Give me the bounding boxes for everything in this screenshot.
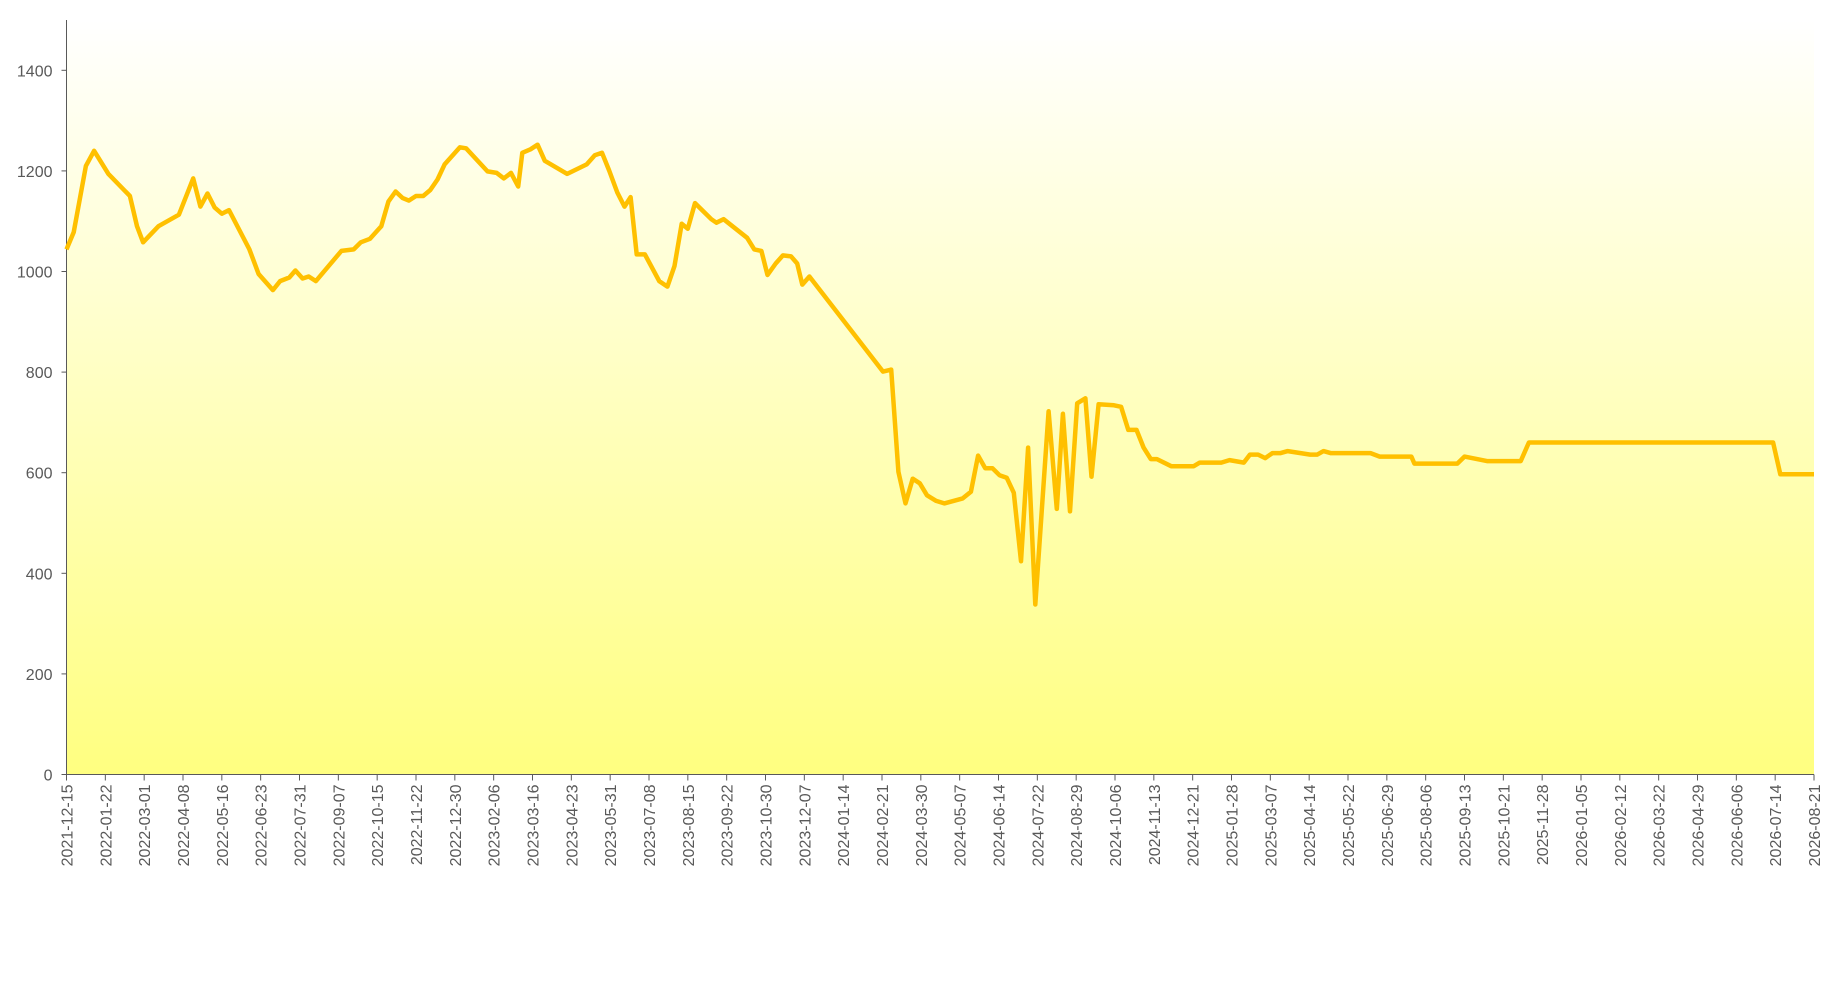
x-tick-label: 2023-03-16: [526, 784, 543, 866]
x-tick-label: 2025-09-13: [1458, 784, 1475, 866]
y-tick-label: 1000: [17, 265, 53, 282]
x-tick-label: 2025-06-29: [1380, 784, 1397, 866]
x-tick-label: 2024-11-13: [1147, 784, 1164, 865]
y-tick-label: 600: [26, 466, 53, 483]
x-tick-label: 2023-05-31: [603, 784, 620, 866]
x-tick-label: 2022-03-01: [137, 784, 154, 866]
x-tick-label: 2026-04-29: [1691, 784, 1708, 866]
x-tick-label: 2024-03-30: [914, 784, 931, 866]
x-tick-label: 2025-03-07: [1263, 784, 1280, 866]
x-tick-label: 2022-05-16: [215, 784, 232, 866]
plot-area: [66, 20, 1814, 775]
x-tick-label: 2024-05-07: [953, 784, 970, 866]
x-tick-label: 2024-06-14: [992, 784, 1009, 866]
x-tick-label: 2025-04-14: [1302, 784, 1319, 866]
x-tick-label: 2026-03-22: [1652, 784, 1669, 866]
y-tick-label: 800: [26, 365, 53, 382]
x-tick-label: 2025-05-22: [1341, 784, 1358, 866]
x-tick-label: 2024-07-22: [1030, 784, 1047, 866]
x-tick-label: 2024-12-21: [1186, 784, 1203, 866]
x-tick-label: 2023-09-22: [720, 784, 737, 866]
y-tick-label: 0: [44, 768, 53, 785]
x-tick-label: 2026-06-06: [1729, 784, 1746, 866]
x-tick-label: 2024-01-14: [836, 784, 853, 866]
x-tick-label: 2022-12-30: [448, 784, 465, 866]
x-tick-label: 2025-01-28: [1225, 784, 1242, 866]
x-tick-label: 2023-10-30: [759, 784, 776, 866]
x-tick-label: 2022-04-08: [176, 784, 193, 866]
x-tick-label: 2021-12-15: [60, 784, 77, 866]
x-tick-label: 2023-12-07: [797, 784, 814, 866]
x-tick-label: 2022-06-23: [254, 784, 271, 866]
x-tick-label: 2025-11-28: [1535, 784, 1552, 865]
x-tick-label: 2023-07-08: [642, 784, 659, 866]
x-tick-label: 2024-08-29: [1069, 784, 1086, 866]
data-line: [64, 142, 1814, 607]
y-tick-label: 1200: [17, 164, 53, 181]
x-tick-label: 2022-07-31: [293, 784, 310, 866]
x-tick-label: 2022-10-15: [370, 784, 387, 866]
y-tick-label: 400: [26, 566, 53, 583]
x-tick-label: 2026-08-21: [1807, 784, 1824, 866]
x-tick-label: 2022-01-22: [98, 784, 115, 866]
x-tick-label: 2026-07-14: [1768, 784, 1785, 866]
x-tick-label: 2024-10-06: [1108, 784, 1125, 866]
x-tick-label: 2023-08-15: [681, 784, 698, 866]
x-tick-label: 2022-09-07: [331, 784, 348, 866]
x-tick-label: 2026-01-05: [1574, 784, 1591, 866]
y-tick-label: 200: [26, 667, 53, 684]
x-tick-label: 2023-02-06: [487, 784, 504, 866]
x-tick-label: 2022-11-22: [409, 784, 426, 865]
x-tick-label: 2025-08-06: [1419, 784, 1436, 866]
x-tick-label: 2026-02-12: [1613, 784, 1630, 866]
x-tick-label: 2023-04-23: [564, 784, 581, 866]
x-tick-label: 2025-10-21: [1496, 784, 1513, 866]
x-tick-label: 2024-02-21: [875, 784, 892, 866]
y-tick-label: 1400: [17, 63, 53, 80]
